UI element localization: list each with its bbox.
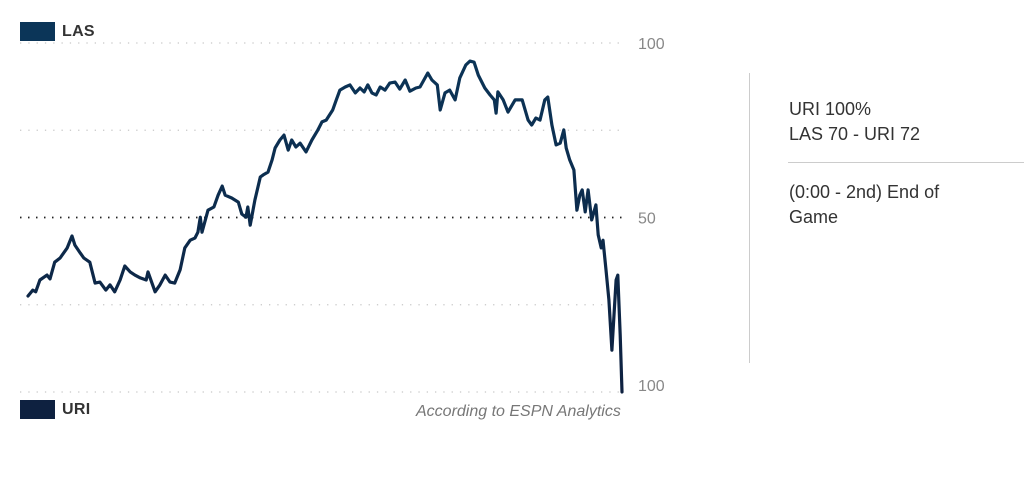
score-text: LAS 70 - URI 72 <box>789 124 921 144</box>
legend-bottom-team: URI <box>20 400 90 419</box>
y-tick-label: 100 <box>638 36 665 53</box>
panel-divider <box>749 73 750 363</box>
y-tick-label: 50 <box>638 211 656 228</box>
win-probability-line <box>26 59 624 394</box>
win-probability-text: URI 100% <box>789 99 872 119</box>
legend-label-uri: URI <box>62 400 91 418</box>
play-description-line2: Game <box>789 207 839 227</box>
grid-lines <box>20 42 625 393</box>
y-tick-labels: 100 50 100 <box>638 36 665 395</box>
source-note: According to ESPN Analytics <box>416 403 621 420</box>
y-tick-label: 100 <box>638 378 665 395</box>
legend-top-team: LAS <box>20 22 95 41</box>
uri-color-swatch <box>20 400 55 419</box>
legend-label-las: LAS <box>62 22 95 40</box>
las-color-swatch <box>20 22 55 41</box>
play-description-line1: (0:00 - 2nd) End of <box>789 182 940 202</box>
info-divider <box>788 162 1024 163</box>
